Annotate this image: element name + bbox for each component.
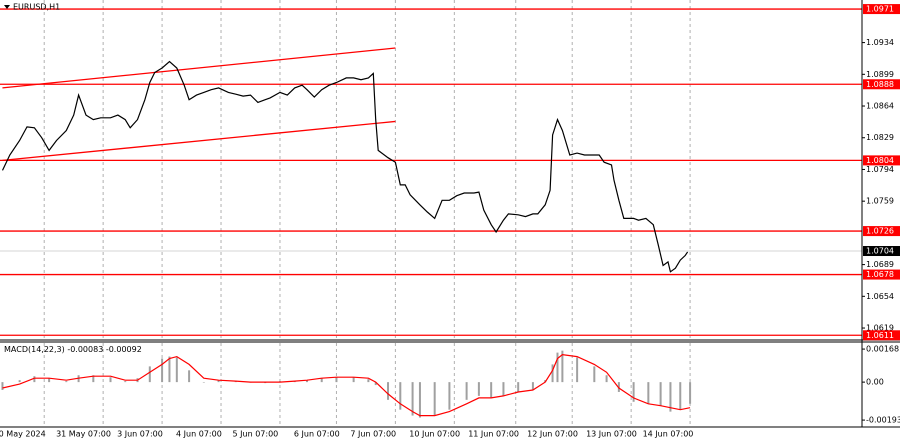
macd-bar: [320, 378, 323, 383]
macd-bar: [65, 381, 68, 383]
y-tick-label: 1.0829: [866, 133, 894, 142]
x-tick-label: 14 Jun 07:00: [643, 430, 694, 439]
macd-name: MACD(14,22,3): [4, 345, 65, 354]
macd-bar: [502, 382, 505, 396]
macd-title: MACD(14,22,3) -0.00083 -0.00092: [4, 345, 142, 354]
macd-bar: [148, 366, 151, 383]
macd-bar: [367, 379, 370, 383]
level-label-bg: [863, 4, 900, 15]
signal-line: [2, 353, 691, 417]
macd-bar: [352, 377, 355, 383]
x-tick-label: 31 May 07:00: [56, 430, 111, 439]
x-tick-label: 13 Jun 07:00: [586, 430, 637, 439]
macd-bar: [576, 357, 579, 383]
macd-bar: [1, 382, 4, 390]
x-tick-label: 3 Jun 07:00: [117, 430, 163, 439]
macd-bar: [188, 370, 191, 383]
macd-signal-value: -0.00092: [106, 345, 142, 354]
macd-bar: [18, 380, 21, 383]
macd-bar: [605, 375, 608, 383]
macd-bar: [48, 378, 51, 383]
level-label-bg: [863, 269, 900, 280]
macd-bar: [124, 381, 127, 383]
y-tick-label: 1.0899: [866, 70, 894, 79]
level-label-bg: [863, 226, 900, 237]
macd-bar: [679, 382, 682, 410]
y-tick-label: -0.00193: [866, 416, 900, 425]
macd-bar: [647, 382, 650, 404]
level-label-bg: [863, 330, 900, 341]
level-label-bg: [863, 79, 900, 90]
y-tick-label: 1.0934: [866, 38, 894, 47]
title-marker: [4, 5, 10, 9]
macd-bar: [689, 382, 692, 404]
macd-bar: [335, 377, 338, 383]
price-line: [1, 60, 689, 273]
macd-main-value: -0.00083: [67, 345, 103, 354]
macd-bar: [556, 352, 559, 383]
macd-bar: [175, 357, 178, 383]
x-tick-label: 11 Jun 07:00: [468, 430, 519, 439]
level-label-bg: [863, 155, 900, 166]
x-tick-label: 6 Jun 07:00: [294, 430, 340, 439]
macd-bar: [517, 382, 520, 392]
macd-bar: [632, 382, 635, 402]
level-label: 1.0611: [866, 331, 894, 340]
trend-line: [2, 120, 396, 162]
macd-bar: [465, 382, 468, 400]
y-tick-label: 1.0794: [866, 165, 894, 174]
y-tick-label: 0.00: [866, 378, 884, 387]
current-price-label: 1.0704: [866, 247, 894, 256]
y-tick-label: 1.0689: [866, 260, 894, 269]
macd-bar: [399, 382, 402, 410]
macd-bar: [33, 376, 36, 383]
x-tick-label: 30 May 2024: [0, 430, 46, 439]
plot-area: [0, 0, 862, 426]
price-axis-bg: [862, 0, 900, 441]
macd-bar: [659, 382, 662, 406]
level-label: 1.0888: [866, 80, 894, 89]
current-price-label-bg: [863, 246, 900, 257]
macd-bar: [593, 366, 596, 383]
macd-bar: [305, 380, 308, 383]
macd-bar: [490, 382, 493, 398]
macd-bar: [374, 382, 377, 386]
macd-bar: [531, 382, 534, 390]
trend-line: [2, 47, 396, 89]
x-tick-label: 12 Jun 07:00: [527, 430, 578, 439]
macd-bar: [387, 382, 390, 400]
level-label: 1.0804: [866, 156, 894, 165]
macd-bar: [418, 382, 421, 418]
level-label: 1.0678: [866, 270, 894, 279]
macd-bar: [561, 350, 564, 383]
macd-bar: [411, 382, 414, 416]
macd-bar: [202, 382, 205, 383]
macd-bar: [161, 358, 164, 383]
y-tick-label: 1.0619: [866, 324, 894, 333]
y-tick-label: 1.0864: [866, 102, 894, 111]
x-tick-label: 5 Jun 07:00: [233, 430, 279, 439]
x-tick-label: 7 Jun 07:00: [350, 430, 396, 439]
macd-bar: [109, 377, 112, 383]
macd-bar: [217, 380, 220, 383]
x-tick-label: 4 Jun 07:00: [176, 430, 222, 439]
macd-bar: [669, 382, 672, 412]
level-label: 1.0971: [866, 5, 894, 14]
macd-bar: [448, 382, 451, 410]
macd-bar: [92, 375, 95, 383]
macd-bar: [477, 382, 480, 396]
x-tick-label: 10 Jun 07:00: [409, 430, 460, 439]
macd-bar: [551, 364, 554, 383]
chart-title: EURUSD,H1: [13, 3, 60, 12]
macd-bar: [433, 382, 436, 416]
y-tick-label: 1.0654: [866, 292, 894, 301]
y-tick-label: 1.0759: [866, 197, 894, 206]
macd-bar: [168, 356, 171, 383]
level-label: 1.0726: [866, 227, 894, 236]
y-tick-label: 0.00168: [866, 345, 899, 354]
